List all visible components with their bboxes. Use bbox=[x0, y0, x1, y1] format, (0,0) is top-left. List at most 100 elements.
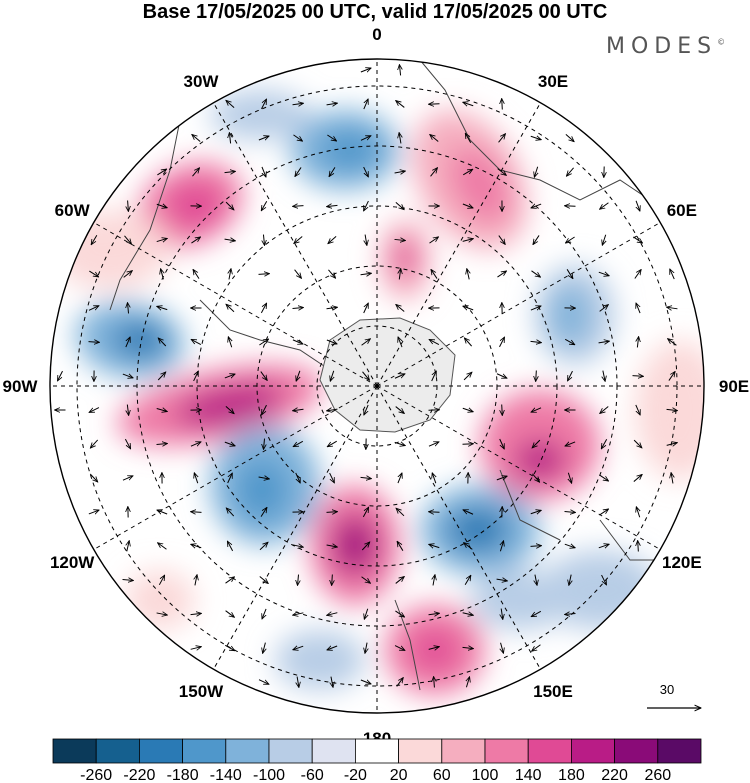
wind-arrow bbox=[190, 647, 202, 650]
wind-arrow bbox=[499, 337, 505, 348]
wind-arrow bbox=[465, 133, 472, 144]
wind-arrow bbox=[396, 508, 405, 517]
wind-arrow bbox=[532, 644, 541, 651]
wind-arrow bbox=[603, 370, 605, 382]
colorbar-swatch bbox=[182, 738, 227, 764]
wind-arrow bbox=[326, 545, 338, 547]
wind-arrow bbox=[229, 269, 231, 280]
colorbar-swatch bbox=[354, 738, 399, 764]
wind-arrow bbox=[327, 205, 338, 206]
wind-arrow bbox=[362, 371, 370, 380]
longitude-label-30w: 30W bbox=[184, 72, 220, 91]
wind-arrow bbox=[156, 408, 168, 411]
wind-arrow bbox=[263, 234, 264, 246]
wind-arrow bbox=[601, 438, 608, 449]
wind-arrow bbox=[191, 339, 202, 346]
meridian-line bbox=[93, 385, 378, 550]
wind-arrow bbox=[127, 541, 129, 552]
wind-arrow bbox=[599, 474, 608, 481]
wind-arrow bbox=[326, 512, 338, 513]
wind-arrow bbox=[633, 236, 642, 243]
wind-arrow bbox=[293, 134, 302, 141]
wind-arrow bbox=[258, 136, 269, 140]
anomaly-contour bbox=[450, 148, 510, 222]
wind-arrow bbox=[462, 444, 474, 445]
colorbar-swatch bbox=[657, 738, 702, 764]
colorbar-swatch bbox=[95, 738, 140, 764]
wind-arrow bbox=[394, 171, 406, 173]
wind-arrow bbox=[433, 575, 435, 586]
longitude-label-60e: 60E bbox=[667, 201, 697, 220]
wind-arrow bbox=[293, 440, 304, 446]
wind-arrow bbox=[88, 510, 99, 514]
wind-arrow bbox=[293, 646, 304, 650]
wind-arrow bbox=[326, 340, 337, 344]
wind-arrow bbox=[394, 645, 405, 651]
wind-arrow bbox=[530, 546, 542, 547]
wind-arrow bbox=[531, 407, 542, 413]
wind-arrow bbox=[668, 371, 675, 381]
map-boundary bbox=[49, 58, 705, 714]
colorbar-tick: -220 bbox=[123, 767, 155, 783]
meridian-line bbox=[213, 102, 378, 387]
wind-arrow bbox=[636, 507, 639, 518]
wind-arrow bbox=[462, 613, 474, 616]
wind-arrow bbox=[296, 370, 300, 381]
wind-arrow bbox=[193, 269, 200, 279]
wind-arrow bbox=[364, 404, 369, 415]
anomaly-contour bbox=[635, 340, 704, 480]
wind-arrow bbox=[397, 541, 404, 551]
wind-arrow bbox=[327, 646, 338, 650]
wind-arrow bbox=[292, 103, 304, 104]
wind-arrow bbox=[532, 439, 541, 448]
wind-arrow bbox=[633, 474, 642, 482]
wind-arrow bbox=[467, 269, 469, 280]
wind-arrow bbox=[327, 440, 337, 447]
wind-arrow bbox=[530, 510, 541, 513]
wind-arrow bbox=[228, 337, 231, 348]
wind-arrow bbox=[294, 236, 303, 243]
wind-arrow bbox=[260, 303, 266, 314]
colorbar-tick: 100 bbox=[472, 767, 499, 783]
wind-arrow bbox=[361, 339, 371, 346]
wind-arrow bbox=[599, 509, 608, 516]
wind-arrow bbox=[666, 443, 678, 446]
wind-arrow bbox=[496, 476, 507, 480]
longitude-label-60w: 60W bbox=[55, 201, 91, 220]
wind-arrow bbox=[464, 575, 471, 585]
wind-arrow bbox=[158, 338, 167, 347]
colorbar-swatch bbox=[571, 738, 616, 764]
wind-arrow bbox=[428, 441, 439, 447]
wind-arrow bbox=[466, 677, 469, 688]
wind-arrow bbox=[327, 613, 338, 616]
wind-arrow bbox=[530, 306, 541, 311]
colorbar-tick: 20 bbox=[390, 767, 408, 783]
wind-arrow bbox=[90, 439, 99, 448]
wind-arrow bbox=[225, 201, 234, 210]
wind-arrow bbox=[431, 269, 438, 279]
wind-arrow bbox=[161, 269, 164, 280]
wind-arrow bbox=[292, 307, 304, 308]
colorbar-swatch bbox=[484, 738, 529, 764]
wind-arrow bbox=[636, 303, 641, 314]
wind-arrow bbox=[637, 337, 638, 348]
wind-arrow bbox=[195, 575, 197, 586]
wind-arrow bbox=[226, 304, 235, 313]
anomaly-contour bbox=[210, 90, 310, 140]
wind-arrow bbox=[295, 167, 302, 176]
wind-arrow bbox=[297, 676, 299, 688]
wind-arrow bbox=[292, 545, 304, 547]
wind-arrow bbox=[462, 408, 473, 412]
wind-arrow bbox=[398, 337, 402, 348]
colorbar-swatch bbox=[311, 738, 356, 764]
wind-arrow bbox=[668, 339, 677, 346]
wind-arrow bbox=[224, 374, 235, 378]
wind-arrow bbox=[258, 274, 270, 275]
wind-arrow bbox=[365, 234, 367, 246]
anomaly-field bbox=[50, 90, 704, 695]
colorbar-tick: -20 bbox=[344, 767, 367, 783]
longitude-label-0: 0 bbox=[372, 25, 381, 44]
anomaly-contour bbox=[237, 460, 287, 520]
wind-arrow bbox=[496, 373, 507, 379]
